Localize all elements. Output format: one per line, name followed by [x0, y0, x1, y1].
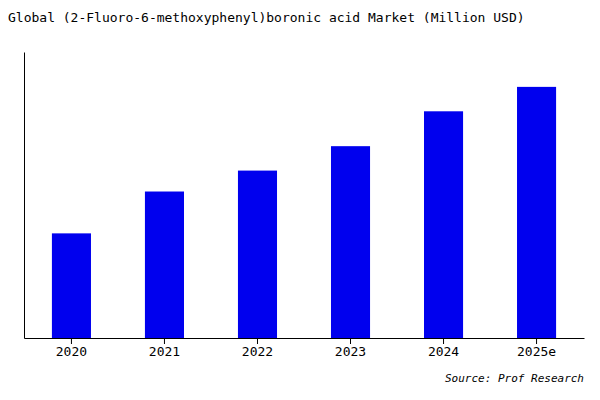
x-tick: 2020	[56, 338, 87, 359]
bar	[424, 111, 463, 338]
x-tick-label: 2020	[56, 344, 87, 359]
x-tick-label: 2025e	[517, 344, 556, 359]
x-tick-mark	[71, 338, 72, 344]
y-axis-line	[24, 53, 25, 339]
chart-svg: Global (2-Fluoro-6-methoxyphenyl)boronic…	[0, 0, 600, 400]
bar	[145, 192, 184, 338]
x-tick-label: 2024	[428, 344, 459, 359]
x-tick: 2022	[242, 338, 273, 359]
bar	[331, 146, 370, 338]
x-tick: 2024	[428, 338, 459, 359]
annotation: Source: Prof Research	[445, 372, 584, 385]
bar	[52, 233, 91, 338]
bar	[517, 87, 556, 338]
bar	[238, 171, 277, 338]
x-tick: 2025e	[517, 338, 556, 359]
x-tick: 2021	[149, 338, 180, 359]
title: Global (2-Fluoro-6-methoxyphenyl)boronic…	[8, 10, 525, 25]
x-tick-mark	[350, 338, 351, 344]
x-tick-label: 2021	[149, 344, 180, 359]
x-axis-line	[25, 338, 585, 339]
plot-area: 2020 2021 2022 2023 2024 2025e	[25, 53, 585, 360]
bars	[52, 87, 556, 338]
x-tick-label: 2022	[242, 344, 273, 359]
x-tick-mark	[443, 338, 444, 344]
chart-container: Global (2-Fluoro-6-methoxyphenyl)boronic…	[0, 0, 600, 400]
x-tick-label: 2023	[335, 344, 366, 359]
x-axis: 2020 2021 2022 2023 2024 2025e	[25, 338, 585, 359]
x-tick-mark	[536, 338, 537, 344]
y-axis	[24, 53, 25, 339]
x-tick: 2023	[335, 338, 366, 359]
x-tick-mark	[257, 338, 258, 344]
x-tick-mark	[164, 338, 165, 344]
